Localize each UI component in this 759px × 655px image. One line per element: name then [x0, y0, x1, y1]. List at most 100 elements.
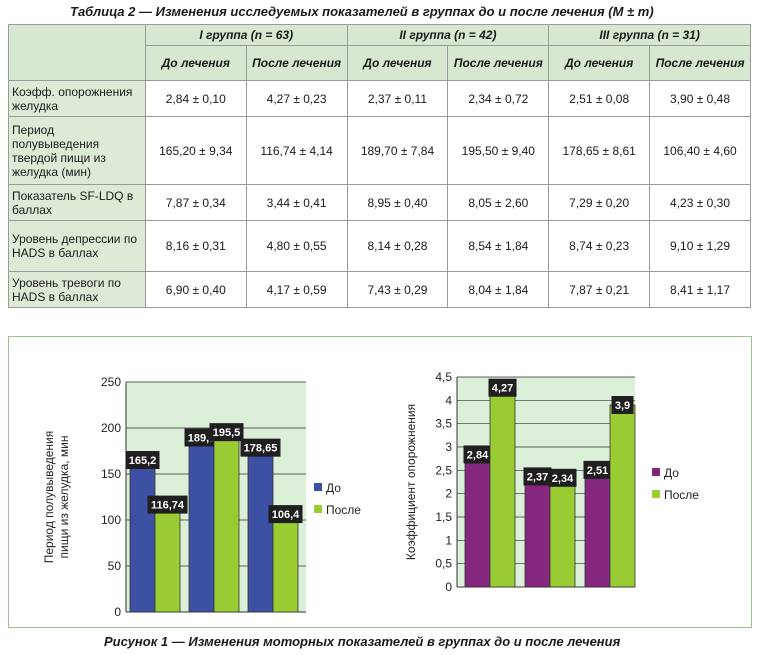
table-row: Уровень депрессии по HADS в баллах 8,16 …	[8, 220, 751, 272]
bar	[609, 404, 636, 588]
table-cell: 2,37 ± 0,11	[346, 80, 449, 117]
table-cell: 165,20 ± 9,34	[144, 116, 247, 185]
results-table: I группа (n = 63) II группа (n = 42) III…	[8, 24, 751, 308]
y-tick-label: 1	[445, 533, 452, 547]
table-cell: 116,74 ± 4,14	[245, 116, 348, 185]
y-tick-label: 4,5	[435, 370, 452, 384]
subheader-after: После лечения	[649, 45, 751, 81]
data-label-bg	[147, 495, 188, 514]
legend-swatch	[314, 483, 322, 491]
table-cell: 189,70 ± 7,84	[346, 116, 449, 185]
y-axis-label-line: пищи из желудка, мин	[57, 436, 71, 559]
table-cell: 8,14 ± 0,28	[346, 220, 449, 272]
figure-frame: 0 50 100 150 200 250 Период полувыведенияпищи …	[8, 336, 752, 628]
data-label: 178,65	[244, 443, 278, 455]
data-label: 165,2	[129, 455, 157, 467]
y-tick-label: 3,5	[435, 417, 452, 431]
group-header-2: II группа (n = 42)	[346, 24, 550, 46]
bar	[549, 477, 576, 588]
y-tick-label: 100	[101, 513, 121, 527]
data-label-bg	[463, 445, 492, 464]
y-axis-label: Период полувыведенияпищи из желудка, мин	[42, 431, 71, 564]
table-cell: 178,65 ± 8,61	[548, 116, 651, 185]
table-cell: 8,54 ± 1,84	[447, 220, 550, 272]
legend-label: После	[664, 488, 699, 502]
bar	[489, 387, 516, 588]
bar	[524, 475, 551, 588]
legend-swatch	[652, 490, 660, 498]
legend-label: До	[664, 466, 679, 480]
table-cell: 3,90 ± 0,48	[649, 80, 751, 117]
subheader-after: После лечения	[447, 45, 550, 81]
row-label: Уровень депрессии по HADS в баллах	[8, 220, 146, 272]
bar	[188, 437, 215, 613]
y-tick-label: 1,5	[435, 510, 452, 524]
bar	[129, 459, 156, 613]
data-label: 195,5	[213, 427, 241, 439]
subheader-before: До лечения	[346, 45, 449, 81]
table-cell: 9,10 ± 1,29	[649, 220, 751, 272]
table-cell: 8,95 ± 0,40	[346, 184, 449, 221]
y-tick-label: 0	[114, 605, 121, 619]
subheader-before: До лечения	[144, 45, 247, 81]
chart-half-life: 0 50 100 150 200 250 Период полувыведенияпищи …	[42, 375, 361, 619]
data-label-bg	[125, 451, 160, 470]
data-label-bg	[523, 467, 552, 486]
table-cell: 7,29 ± 0,20	[548, 184, 651, 221]
y-tick-label: 2,5	[435, 463, 452, 477]
data-label-bg	[240, 438, 281, 457]
data-label: 2,37	[527, 471, 548, 483]
y-tick-label: 2	[445, 487, 452, 501]
table-row: Показатель SF-LDQ в баллах 7,87 ± 0,34 3…	[8, 184, 751, 221]
y-axis-label-line: Коэффициент опорожнения	[404, 404, 418, 560]
table-row: Период полувыведения твердой пищи из жел…	[8, 116, 751, 185]
table-cell: 8,41 ± 1,17	[649, 271, 751, 308]
chart-emptying-coefficient: 0 0,5 1 1,5 2 2,5 3 3,5 4 4,5 Коэффициент опорожне…	[404, 370, 699, 594]
data-label: 2,51	[587, 465, 608, 477]
data-label: 106,4	[272, 509, 300, 521]
table-cell: 195,50 ± 9,40	[447, 116, 550, 185]
data-label: 3,9	[615, 400, 630, 412]
subheader-after: После лечения	[245, 45, 348, 81]
table-row: Коэфф. опорожнения желудка 2,84 ± 0,10 4…	[8, 80, 751, 117]
table-cell: 2,84 ± 0,10	[144, 80, 247, 117]
figure-caption: Рисунок 1 — Изменения моторных показател…	[104, 634, 621, 649]
table-cell: 7,43 ± 0,29	[346, 271, 449, 308]
y-tick-label: 3	[445, 440, 452, 454]
y-tick-label: 200	[101, 421, 121, 435]
bar	[272, 513, 299, 613]
data-label: 4,27	[492, 383, 513, 395]
table-cell: 8,05 ± 2,60	[447, 184, 550, 221]
table-cell: 8,16 ± 0,31	[144, 220, 247, 272]
data-label-bg	[268, 505, 303, 524]
data-label: 2,84	[467, 449, 489, 461]
data-label-bg	[209, 423, 244, 442]
table-cell: 3,44 ± 0,41	[245, 184, 348, 221]
table-cell: 4,17 ± 0,59	[245, 271, 348, 308]
data-label: 189,7	[188, 432, 216, 444]
table-title: Таблица 2 — Изменения исследуемых показа…	[70, 4, 654, 19]
bar	[584, 469, 611, 588]
group-header-3: III группа (n = 31)	[548, 24, 751, 46]
table-cell: 4,80 ± 0,55	[245, 220, 348, 272]
y-axis-label: Коэффициент опорожнения	[404, 404, 418, 560]
row-label: Показатель SF-LDQ в баллах	[8, 184, 146, 221]
y-tick-label: 150	[101, 467, 121, 481]
data-label-bg	[488, 378, 517, 397]
y-tick-label: 50	[108, 559, 122, 573]
row-label: Коэфф. опорожнения желудка	[8, 80, 146, 117]
group-header-1: I группа (n = 63)	[144, 24, 348, 46]
row-label: Уровень тревоги по HADS в баллах	[8, 271, 146, 308]
table-cell: 4,27 ± 0,23	[245, 80, 348, 117]
legend-label: После	[326, 503, 361, 517]
table-cell: 8,04 ± 1,84	[447, 271, 550, 308]
legend-swatch	[652, 468, 660, 476]
table-cell: 8,74 ± 0,23	[548, 220, 651, 272]
bar	[247, 447, 274, 613]
table-cell: 4,23 ± 0,30	[649, 184, 751, 221]
y-axis-label-line: Период полувыведения	[42, 431, 56, 564]
y-tick-label: 250	[101, 375, 121, 389]
table-cell: 7,87 ± 0,21	[548, 271, 651, 308]
data-label: 116,74	[151, 500, 185, 512]
data-label-bg	[548, 468, 577, 487]
